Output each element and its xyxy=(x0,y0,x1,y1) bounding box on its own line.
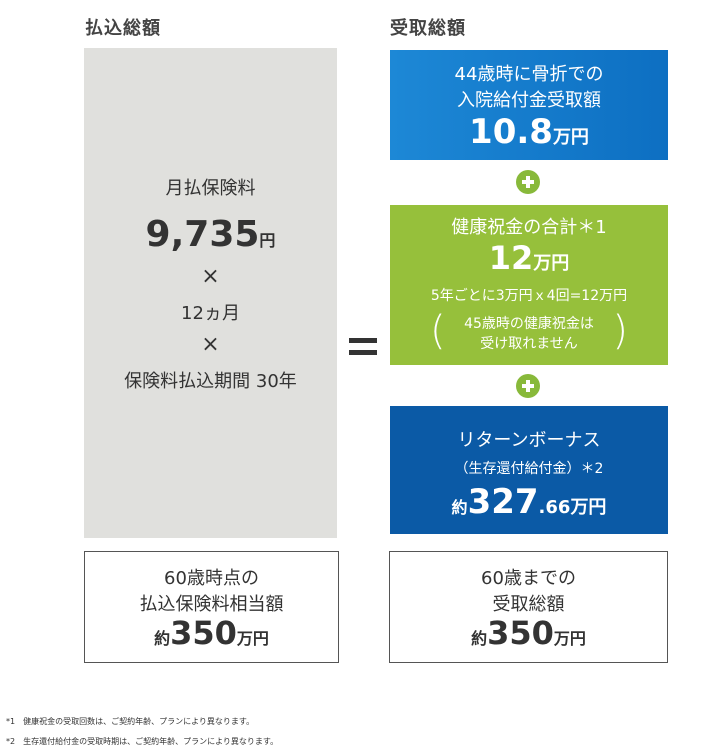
monthly-premium-amount: 9,735円 xyxy=(84,214,337,255)
received-total-heading: 受取総額 xyxy=(390,18,466,39)
return-bonus-value-int: 327 xyxy=(467,482,539,522)
health-bonus-box: 健康祝金の合計＊1 12万円 5年ごとに3万円ｘ4回=12万円 ( ) 45歳時… xyxy=(390,205,668,365)
return-bonus-prefix: 約 xyxy=(451,498,468,517)
fracture-amount-value: 10.8 xyxy=(469,112,553,152)
fracture-benefit-box: 44歳時に骨折での 入院給付金受取額 10.8万円 xyxy=(390,50,668,160)
equals-bar-bottom xyxy=(349,350,377,355)
paid-summary-prefix: 約 xyxy=(154,629,171,648)
payment-period-label: 保険料払込期間 30年 xyxy=(124,371,297,392)
return-bonus-box: リターンボーナス （生存還付給付金）＊2 約327.66万円 xyxy=(390,406,668,534)
received-summary-unit: 万円 xyxy=(553,629,586,648)
return-bonus-unit: 万円 xyxy=(570,497,607,518)
return-bonus-amount: 約327.66万円 xyxy=(390,482,668,522)
paren-right-icon: ) xyxy=(612,308,628,354)
monthly-premium-label: 月払保険料 xyxy=(165,178,256,199)
multiply-sign: × xyxy=(201,264,220,289)
multiply-sign: × xyxy=(201,332,220,357)
paid-summary-line1: 60歳時点の xyxy=(164,568,259,589)
received-summary-value: 350 xyxy=(487,614,554,652)
paid-summary-line2: 払込保険料相当額 xyxy=(139,594,284,615)
health-bonus-note-line2: 受け取れません xyxy=(480,336,578,352)
footnote-2: *2 生存還付給付金の受取時期は、ご契約年齢、プランにより異なります。 xyxy=(6,737,279,746)
health-bonus-note: ( ) 45歳時の健康祝金は 受け取れません xyxy=(430,311,628,355)
paid-summary-unit: 万円 xyxy=(236,629,269,648)
paid-summary-box: 60歳時点の 払込保険料相当額 約350万円 xyxy=(84,551,339,663)
paid-summary-amount: 約350万円 xyxy=(85,614,338,652)
months-label: 12ヵ月 xyxy=(181,303,240,324)
fracture-amount-unit: 万円 xyxy=(552,127,589,148)
health-bonus-note-line1: 45歳時の健康祝金は xyxy=(464,316,594,332)
equals-bar-top xyxy=(349,338,377,343)
fracture-line1: 44歳時に骨折での xyxy=(454,64,604,85)
paid-summary-value: 350 xyxy=(170,614,237,652)
monthly-premium-value: 9,735 xyxy=(145,214,260,255)
received-summary-prefix: 約 xyxy=(471,629,488,648)
health-bonus-calc: 5年ごとに3万円ｘ4回=12万円 xyxy=(430,288,628,304)
monthly-premium-unit: 円 xyxy=(259,231,276,250)
received-summary-box: 60歳までの 受取総額 約350万円 xyxy=(389,551,668,663)
health-bonus-amount: 12万円 xyxy=(390,239,668,277)
plus-icon xyxy=(516,374,540,398)
received-summary-amount: 約350万円 xyxy=(390,614,667,652)
fracture-line2: 入院給付金受取額 xyxy=(457,90,601,111)
return-bonus-title: リターンボーナス xyxy=(457,430,601,451)
paren-left-icon: ( xyxy=(430,308,446,354)
return-bonus-value-dec: .66 xyxy=(538,497,571,518)
equals-icon xyxy=(349,326,379,366)
plus-icon xyxy=(516,170,540,194)
health-bonus-amount-value: 12 xyxy=(488,239,534,277)
fracture-amount: 10.8万円 xyxy=(390,112,668,152)
paid-total-heading: 払込総額 xyxy=(85,18,161,39)
health-bonus-title: 健康祝金の合計＊1 xyxy=(451,217,607,238)
health-bonus-amount-unit: 万円 xyxy=(533,253,570,274)
received-summary-line1: 60歳までの xyxy=(481,568,576,589)
premium-panel: 月払保険料 9,735円 × 12ヵ月 × 保険料払込期間 30年 xyxy=(84,48,337,538)
return-bonus-subtitle: （生存還付給付金）＊2 xyxy=(454,461,604,477)
received-summary-line2: 受取総額 xyxy=(492,594,565,615)
footnote-1: *1 健康祝金の受取回数は、ご契約年齢、プランにより異なります。 xyxy=(6,717,255,726)
